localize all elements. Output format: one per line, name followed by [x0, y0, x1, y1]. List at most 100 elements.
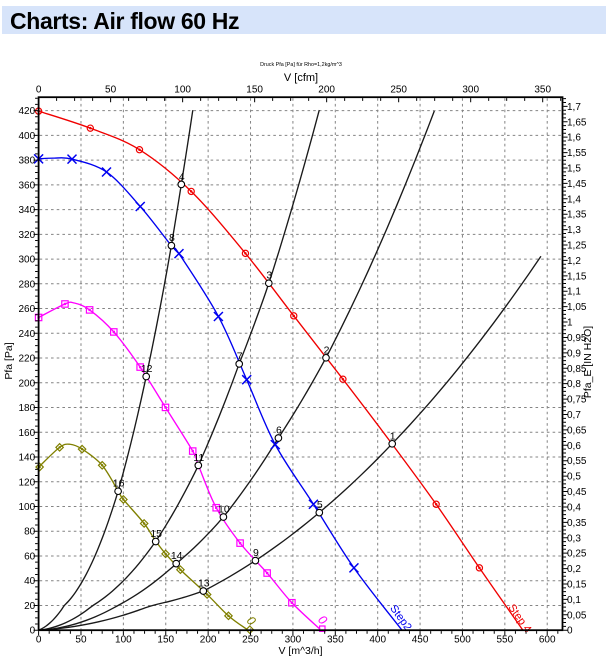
- svg-text:V [cfm]: V [cfm]: [284, 72, 318, 84]
- svg-text:200: 200: [318, 85, 335, 96]
- svg-text:7: 7: [237, 350, 243, 362]
- svg-text:0: 0: [244, 613, 259, 628]
- svg-text:1,6: 1,6: [567, 133, 581, 144]
- svg-text:1,05: 1,05: [567, 302, 587, 313]
- svg-text:340: 340: [19, 205, 36, 216]
- svg-text:0: 0: [36, 635, 42, 646]
- svg-text:350: 350: [327, 635, 344, 646]
- svg-text:260: 260: [19, 304, 36, 315]
- svg-text:1,45: 1,45: [567, 179, 587, 190]
- svg-text:1,2: 1,2: [567, 256, 581, 267]
- svg-text:100: 100: [174, 85, 191, 96]
- svg-text:350: 350: [534, 85, 551, 96]
- svg-text:280: 280: [19, 279, 36, 290]
- svg-text:V [m^3/h]: V [m^3/h]: [278, 645, 322, 657]
- svg-text:160: 160: [19, 428, 36, 439]
- svg-text:500: 500: [454, 635, 471, 646]
- svg-text:200: 200: [19, 378, 36, 389]
- svg-text:0,6: 0,6: [567, 441, 581, 452]
- svg-text:550: 550: [496, 635, 513, 646]
- svg-text:3: 3: [266, 270, 272, 282]
- svg-text:250: 250: [242, 635, 259, 646]
- svg-text:0,8: 0,8: [567, 379, 581, 390]
- svg-text:100: 100: [115, 635, 132, 646]
- svg-text:1,1: 1,1: [567, 287, 581, 298]
- svg-text:0: 0: [36, 85, 42, 96]
- svg-text:1,35: 1,35: [567, 210, 587, 221]
- svg-text:380: 380: [19, 156, 36, 167]
- svg-text:0,15: 0,15: [567, 579, 587, 590]
- svg-text:320: 320: [19, 230, 36, 241]
- svg-text:14: 14: [171, 550, 183, 562]
- svg-text:400: 400: [19, 131, 36, 142]
- svg-text:0: 0: [567, 626, 573, 637]
- svg-text:0: 0: [315, 613, 330, 628]
- svg-text:1,15: 1,15: [567, 271, 587, 282]
- svg-text:Druck Pfa [Pa] für Rho=1,2kg/m: Druck Pfa [Pa] für Rho=1,2kg/m^3: [260, 62, 342, 68]
- svg-text:0,95: 0,95: [567, 333, 587, 344]
- svg-text:450: 450: [412, 635, 429, 646]
- svg-text:0,75: 0,75: [567, 395, 587, 406]
- svg-text:0,45: 0,45: [567, 487, 587, 498]
- svg-text:Pfa_E [IN H2O]: Pfa_E [IN H2O]: [582, 326, 594, 398]
- svg-text:0,65: 0,65: [567, 425, 587, 436]
- svg-text:300: 300: [19, 255, 36, 266]
- svg-text:0,3: 0,3: [567, 533, 581, 544]
- svg-text:5: 5: [317, 499, 323, 511]
- svg-text:1,5: 1,5: [567, 163, 581, 174]
- svg-text:10: 10: [218, 504, 230, 516]
- svg-text:300: 300: [285, 635, 302, 646]
- svg-text:8: 8: [169, 232, 175, 244]
- svg-text:13: 13: [198, 578, 210, 590]
- svg-text:360: 360: [19, 180, 36, 191]
- svg-text:12: 12: [141, 363, 153, 375]
- svg-text:50: 50: [105, 85, 117, 96]
- svg-text:6: 6: [276, 425, 282, 437]
- svg-text:0,35: 0,35: [567, 518, 587, 529]
- svg-text:420: 420: [19, 106, 36, 117]
- svg-text:140: 140: [19, 453, 36, 464]
- svg-text:Pfa [Pa]: Pfa [Pa]: [3, 342, 15, 379]
- svg-text:300: 300: [462, 85, 479, 96]
- svg-text:15: 15: [150, 528, 162, 540]
- svg-text:0,55: 0,55: [567, 456, 587, 467]
- svg-text:0,05: 0,05: [567, 610, 587, 621]
- svg-text:2: 2: [324, 344, 330, 356]
- svg-text:0: 0: [30, 626, 36, 637]
- svg-text:20: 20: [24, 601, 36, 612]
- svg-text:11: 11: [193, 452, 204, 464]
- svg-text:220: 220: [19, 354, 36, 365]
- svg-text:1,3: 1,3: [567, 225, 581, 236]
- svg-text:1,65: 1,65: [567, 117, 587, 128]
- svg-text:60: 60: [24, 551, 36, 562]
- svg-text:0,1: 0,1: [567, 595, 581, 606]
- svg-text:180: 180: [19, 403, 36, 414]
- svg-text:0,9: 0,9: [567, 348, 581, 359]
- svg-text:250: 250: [390, 85, 407, 96]
- svg-text:9: 9: [253, 547, 259, 559]
- svg-text:1,25: 1,25: [567, 241, 587, 252]
- svg-text:50: 50: [75, 635, 87, 646]
- svg-text:16: 16: [113, 478, 125, 490]
- svg-text:0,7: 0,7: [567, 410, 581, 421]
- svg-text:100: 100: [19, 502, 36, 513]
- svg-text:1: 1: [390, 430, 396, 442]
- svg-text:240: 240: [19, 329, 36, 340]
- svg-text:1,4: 1,4: [567, 194, 581, 205]
- svg-text:200: 200: [200, 635, 217, 646]
- svg-text:0,5: 0,5: [567, 472, 581, 483]
- svg-text:150: 150: [246, 85, 263, 96]
- svg-text:0,2: 0,2: [567, 564, 581, 575]
- svg-text:0,25: 0,25: [567, 549, 587, 560]
- svg-text:0,85: 0,85: [567, 364, 587, 375]
- svg-text:1,55: 1,55: [567, 148, 587, 159]
- svg-text:4: 4: [179, 171, 185, 183]
- svg-text:150: 150: [157, 635, 174, 646]
- svg-text:1,7: 1,7: [567, 102, 581, 113]
- svg-text:40: 40: [24, 576, 36, 587]
- svg-text:1: 1: [567, 318, 573, 329]
- svg-text:80: 80: [24, 527, 36, 538]
- svg-text:400: 400: [369, 635, 386, 646]
- svg-text:0,4: 0,4: [567, 502, 581, 513]
- svg-text:120: 120: [19, 477, 36, 488]
